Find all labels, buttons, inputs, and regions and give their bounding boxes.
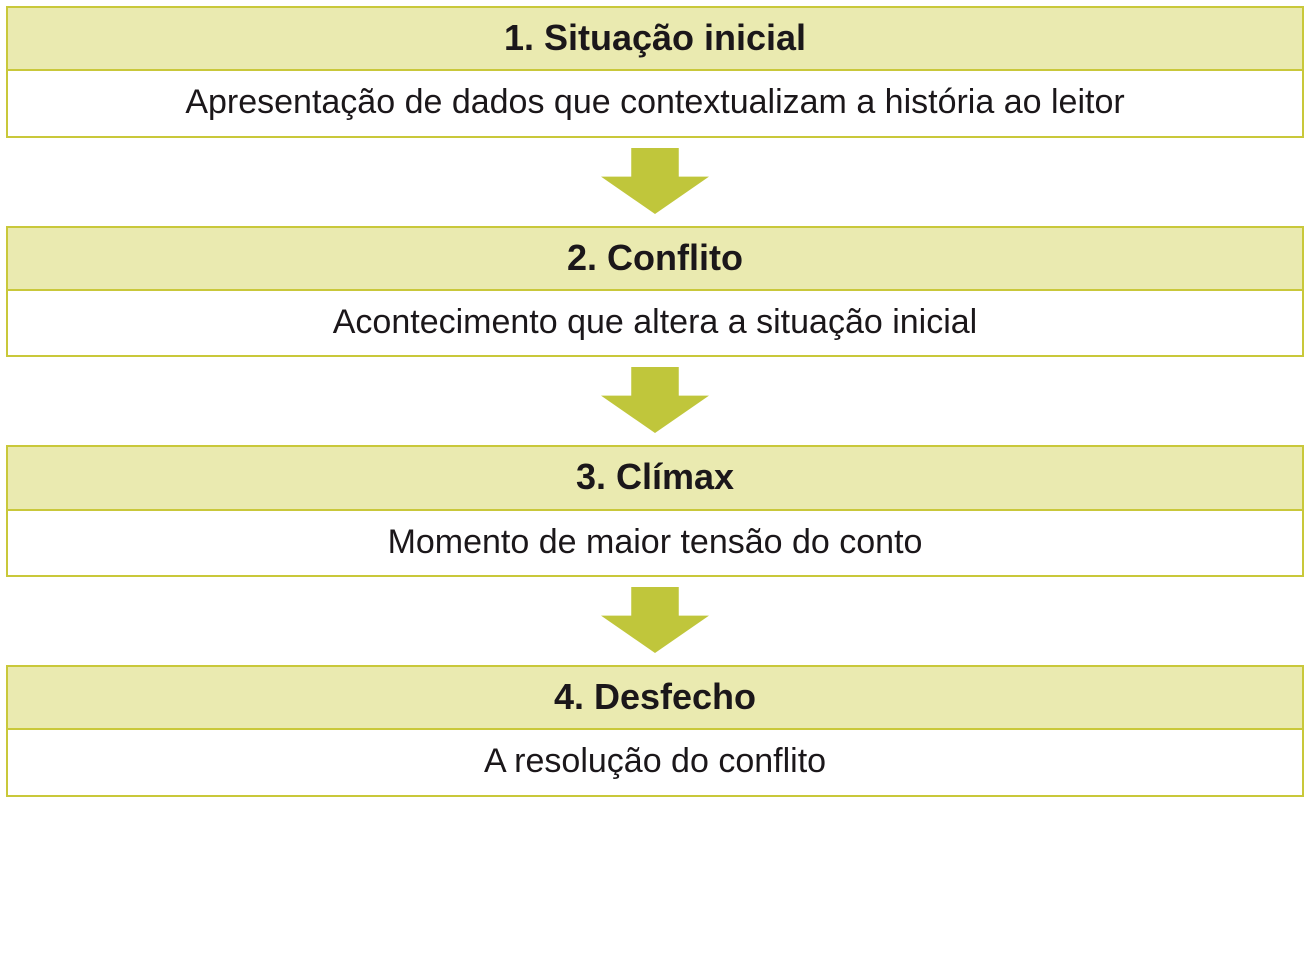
arrow-down-icon <box>601 587 709 653</box>
arrow-down-icon <box>601 367 709 433</box>
arrow-down-icon <box>601 148 709 214</box>
step-title: 3. Clímax <box>8 447 1302 508</box>
step-body: Acontecimento que altera a situação inic… <box>8 289 1302 356</box>
arrow-1 <box>6 138 1304 226</box>
arrow-2 <box>6 357 1304 445</box>
flowchart: 1. Situação inicial Apresentação de dado… <box>6 6 1304 797</box>
step-title: 1. Situação inicial <box>8 8 1302 69</box>
step-title: 2. Conflito <box>8 228 1302 289</box>
step-title: 4. Desfecho <box>8 667 1302 728</box>
step-box-3: 3. Clímax Momento de maior tensão do con… <box>6 445 1304 577</box>
step-box-2: 2. Conflito Acontecimento que altera a s… <box>6 226 1304 358</box>
step-body: Apresentação de dados que contextualizam… <box>8 69 1302 136</box>
step-body: Momento de maior tensão do conto <box>8 509 1302 576</box>
step-box-4: 4. Desfecho A resolução do conflito <box>6 665 1304 797</box>
step-box-1: 1. Situação inicial Apresentação de dado… <box>6 6 1304 138</box>
step-body: A resolução do conflito <box>8 728 1302 795</box>
arrow-3 <box>6 577 1304 665</box>
